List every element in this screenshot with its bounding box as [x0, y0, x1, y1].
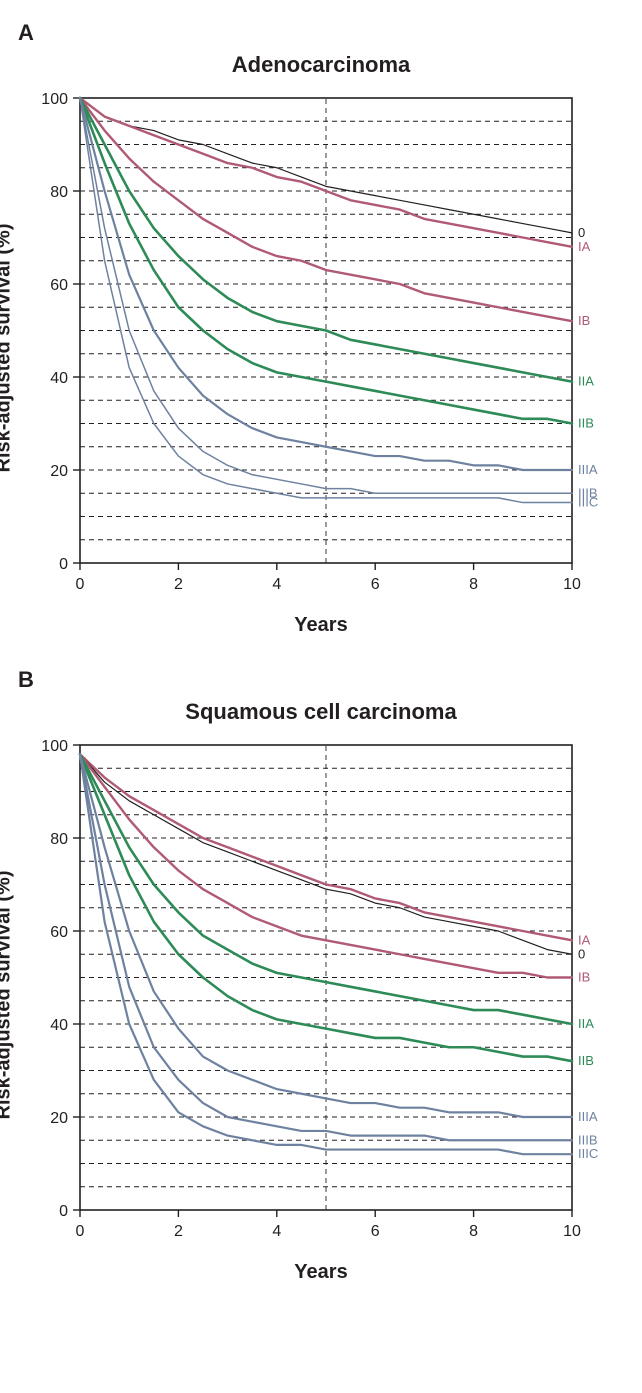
chart-a-xlabel: Years [10, 614, 632, 637]
svg-text:60: 60 [50, 924, 68, 941]
svg-text:10: 10 [563, 1223, 581, 1240]
svg-text:80: 80 [50, 831, 68, 848]
svg-text:4: 4 [272, 1223, 281, 1240]
svg-text:IIIA: IIIA [578, 462, 598, 477]
svg-text:10: 10 [563, 576, 581, 593]
svg-text:20: 20 [50, 463, 68, 480]
svg-text:40: 40 [50, 1017, 68, 1034]
chart-a-plot: Risk-adjusted survival (%) 0246810020406… [10, 88, 632, 608]
chart-a-svg: 02468100204060801000IAIBIIAIIBIIIAIIIBII… [10, 88, 632, 608]
svg-text:IIIB: IIIB [578, 1132, 598, 1147]
svg-text:IIA: IIA [578, 1016, 594, 1031]
svg-text:IB: IB [578, 313, 590, 328]
svg-text:IIIC: IIIC [578, 1146, 598, 1161]
svg-text:4: 4 [272, 576, 281, 593]
svg-text:20: 20 [50, 1110, 68, 1127]
page: A Adenocarcinoma Risk-adjusted survival … [0, 0, 642, 1334]
panel-b-label: B [10, 667, 632, 693]
chart-b: Squamous cell carcinoma Risk-adjusted su… [10, 699, 632, 1284]
chart-b-ylabel: Risk-adjusted survival (%) [0, 871, 16, 1120]
svg-text:6: 6 [371, 576, 380, 593]
panel-a-label: A [10, 20, 632, 46]
chart-b-plot: Risk-adjusted survival (%) 0246810020406… [10, 735, 632, 1255]
svg-text:0: 0 [59, 556, 68, 573]
chart-b-svg: 0246810020406080100IA0IBIIAIIBIIIAIIIBII… [10, 735, 632, 1255]
svg-text:IIB: IIB [578, 1053, 594, 1068]
svg-text:6: 6 [371, 1223, 380, 1240]
svg-text:0: 0 [59, 1203, 68, 1220]
svg-text:2: 2 [174, 576, 183, 593]
svg-text:40: 40 [50, 370, 68, 387]
svg-text:8: 8 [469, 1223, 478, 1240]
chart-a-ylabel: Risk-adjusted survival (%) [0, 224, 16, 473]
svg-text:80: 80 [50, 184, 68, 201]
chart-a-title: Adenocarcinoma [10, 52, 632, 78]
svg-text:8: 8 [469, 576, 478, 593]
svg-text:IIIA: IIIA [578, 1109, 598, 1124]
svg-text:IIIC: IIIC [578, 495, 598, 510]
chart-b-title: Squamous cell carcinoma [10, 699, 632, 725]
svg-text:IIB: IIB [578, 416, 594, 431]
svg-text:IB: IB [578, 970, 590, 985]
svg-text:IIA: IIA [578, 374, 594, 389]
svg-text:0: 0 [578, 225, 585, 240]
svg-text:0: 0 [578, 946, 585, 961]
chart-a: Adenocarcinoma Risk-adjusted survival (%… [10, 52, 632, 637]
svg-text:100: 100 [41, 738, 68, 755]
svg-text:2: 2 [174, 1223, 183, 1240]
svg-text:60: 60 [50, 277, 68, 294]
svg-text:IA: IA [578, 239, 591, 254]
svg-text:IA: IA [578, 932, 591, 947]
svg-text:100: 100 [41, 91, 68, 108]
svg-text:0: 0 [76, 1223, 85, 1240]
chart-b-xlabel: Years [10, 1261, 632, 1284]
svg-text:0: 0 [76, 576, 85, 593]
